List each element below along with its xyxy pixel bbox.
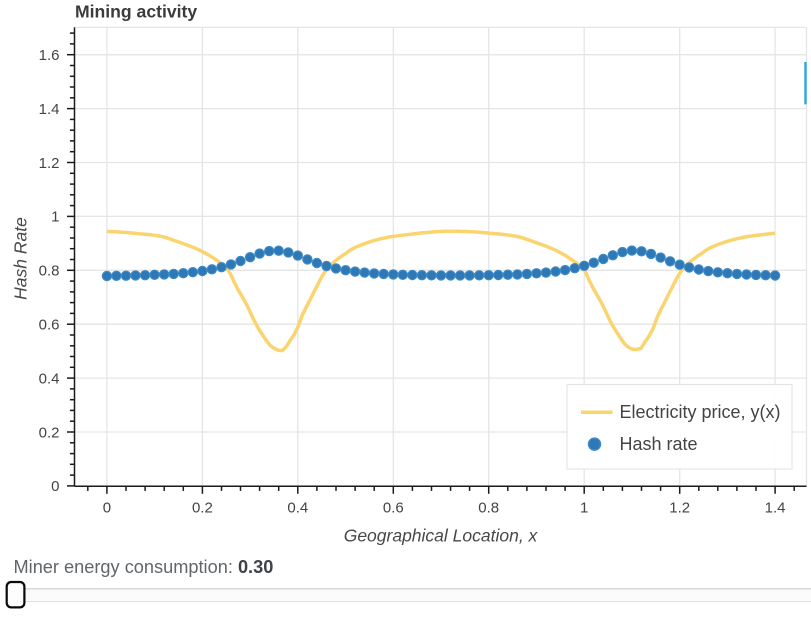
svg-text:0: 0 <box>103 500 111 517</box>
svg-text:1: 1 <box>51 209 59 226</box>
svg-text:0.8: 0.8 <box>478 500 499 517</box>
svg-text:0.6: 0.6 <box>383 500 404 517</box>
svg-text:0.4: 0.4 <box>39 370 60 387</box>
svg-text:Mining activity: Mining activity <box>75 2 197 22</box>
svg-text:Geographical Location, x: Geographical Location, x <box>344 526 539 546</box>
svg-text:1.4: 1.4 <box>765 500 786 517</box>
svg-text:0.6: 0.6 <box>39 317 60 334</box>
svg-text:0.2: 0.2 <box>39 424 60 441</box>
svg-text:Electricity price, y(x): Electricity price, y(x) <box>620 402 781 422</box>
svg-text:0.4: 0.4 <box>287 500 308 517</box>
svg-text:Miner energy consumption: 0.30: Miner energy consumption: 0.30 <box>14 557 274 577</box>
svg-text:1.2: 1.2 <box>39 155 60 172</box>
svg-text:0.2: 0.2 <box>192 500 213 517</box>
svg-text:0: 0 <box>51 478 59 495</box>
svg-text:1.4: 1.4 <box>39 101 60 118</box>
svg-text:Hash rate: Hash rate <box>620 434 698 454</box>
svg-text:0.8: 0.8 <box>39 263 60 280</box>
svg-text:1: 1 <box>580 500 588 517</box>
svg-text:1.6: 1.6 <box>39 47 60 64</box>
svg-text:1.2: 1.2 <box>669 500 690 517</box>
svg-text:Hash Rate: Hash Rate <box>11 217 31 300</box>
